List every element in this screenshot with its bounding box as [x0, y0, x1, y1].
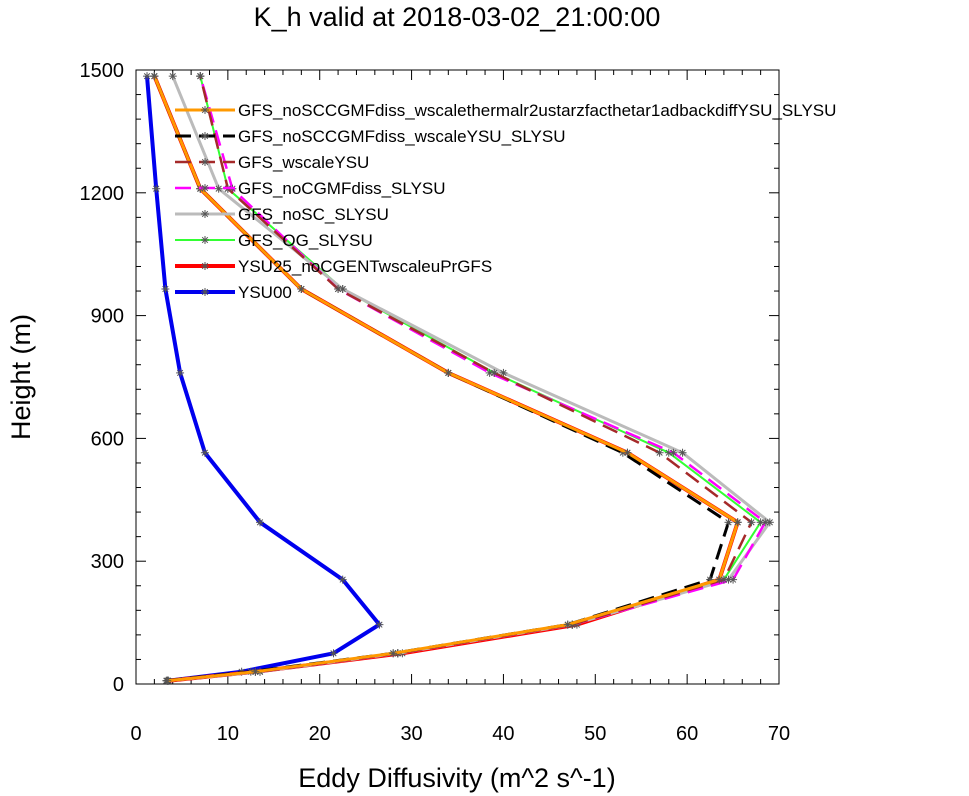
- y-tick-label: 0: [113, 674, 124, 696]
- chart-title: K_h valid at 2018-03-02_21:00:00: [254, 2, 661, 32]
- data-point: [163, 676, 172, 685]
- data-point: [152, 184, 161, 193]
- data-point: [297, 284, 306, 293]
- data-point: [143, 72, 152, 81]
- data-point: [733, 518, 742, 527]
- legend-label: GFS_noSC_SLYSU: [238, 205, 389, 224]
- y-tick-label: 1200: [80, 183, 125, 205]
- legend-label: YSU00: [238, 283, 292, 302]
- data-point: [756, 518, 765, 527]
- legend-marker: [201, 106, 209, 114]
- legend-entry: GFS_noCGMFdiss_SLYSU: [175, 179, 446, 198]
- x-tick-label: 60: [676, 723, 698, 745]
- x-tick-label: 10: [217, 723, 239, 745]
- legend-label: YSU25_noCGENTwscaleuPrGFS: [238, 257, 492, 276]
- data-point: [669, 448, 678, 457]
- data-point: [444, 368, 453, 377]
- legend-label: GFS_OG_SLYSU: [238, 231, 373, 250]
- data-point: [747, 518, 756, 527]
- data-point: [761, 518, 770, 527]
- legend-entry: YSU00: [175, 283, 292, 302]
- x-tick-label: 50: [584, 723, 606, 745]
- series-YSU00: [143, 72, 384, 685]
- y-tick-label: 300: [91, 551, 124, 573]
- y-tick-label: 900: [91, 306, 124, 328]
- data-point: [150, 72, 159, 81]
- x-tick-label: 20: [309, 723, 331, 745]
- data-point: [196, 72, 205, 81]
- data-point: [214, 184, 223, 193]
- series-layer: [143, 72, 774, 685]
- legend-label: GFS_noSCCGMFdiss_wscalethermalr2ustarzfa…: [238, 101, 836, 120]
- data-point: [719, 575, 728, 584]
- data-point: [176, 368, 185, 377]
- data-point: [678, 448, 687, 457]
- legend-entry: GFS_noSCCGMFdiss_wscaleYSU_SLYSU: [175, 127, 566, 146]
- legend-marker: [201, 262, 209, 270]
- x-axis-title: Eddy Diffusivity (m^2 s^-1): [298, 763, 615, 793]
- data-point: [168, 72, 177, 81]
- legend-marker: [201, 184, 209, 192]
- legend-entry: YSU25_noCGENTwscaleuPrGFS: [175, 257, 492, 276]
- legend-marker: [201, 158, 209, 166]
- data-point: [499, 368, 508, 377]
- legend-marker: [201, 210, 209, 218]
- plot-area: [135, 69, 780, 685]
- legend-label: GFS_noCGMFdiss_SLYSU: [238, 179, 446, 198]
- legend-marker: [201, 132, 209, 140]
- data-point: [334, 284, 343, 293]
- data-point: [161, 284, 170, 293]
- x-tick-label: 40: [492, 723, 514, 745]
- x-tick-label: 70: [768, 723, 790, 745]
- y-tick-label: 1500: [80, 60, 125, 82]
- legend-label: GFS_wscaleYSU: [238, 153, 369, 172]
- legend-entry: GFS_OG_SLYSU: [175, 231, 373, 250]
- data-point: [655, 448, 664, 457]
- legend-label: GFS_noSCCGMFdiss_wscaleYSU_SLYSU: [238, 127, 566, 146]
- data-point: [724, 518, 733, 527]
- data-point: [490, 368, 499, 377]
- legend: GFS_noSCCGMFdiss_wscalethermalr2ustarzfa…: [175, 101, 836, 302]
- data-point: [729, 575, 738, 584]
- y-tick-label: 600: [91, 428, 124, 450]
- data-point: [338, 575, 347, 584]
- legend-entry: GFS_noSCCGMFdiss_wscalethermalr2ustarzfa…: [175, 101, 836, 120]
- legend-marker: [201, 236, 209, 244]
- y-axis-title: Height (m): [6, 314, 36, 440]
- data-point: [563, 620, 572, 629]
- legend-entry: GFS_noSC_SLYSU: [175, 205, 389, 224]
- series-GFS_noSCCGMFdiss_wscalethermalr2ustarzfacthetar1adbackdiffYSU_SLYSU: [150, 72, 742, 685]
- legend-entry: GFS_wscaleYSU: [175, 153, 369, 172]
- data-point: [251, 667, 260, 676]
- data-point: [329, 649, 338, 658]
- data-point: [256, 518, 265, 527]
- x-tick-label: 30: [400, 723, 422, 745]
- x-tick-label: 0: [130, 723, 141, 745]
- data-point: [623, 448, 632, 457]
- data-point: [200, 448, 209, 457]
- axis-ticks: [135, 69, 780, 685]
- data-point: [389, 649, 398, 658]
- plot-frame: [135, 69, 780, 685]
- data-point: [715, 575, 724, 584]
- data-point: [375, 620, 384, 629]
- data-point: [485, 368, 494, 377]
- legend-marker: [201, 288, 209, 296]
